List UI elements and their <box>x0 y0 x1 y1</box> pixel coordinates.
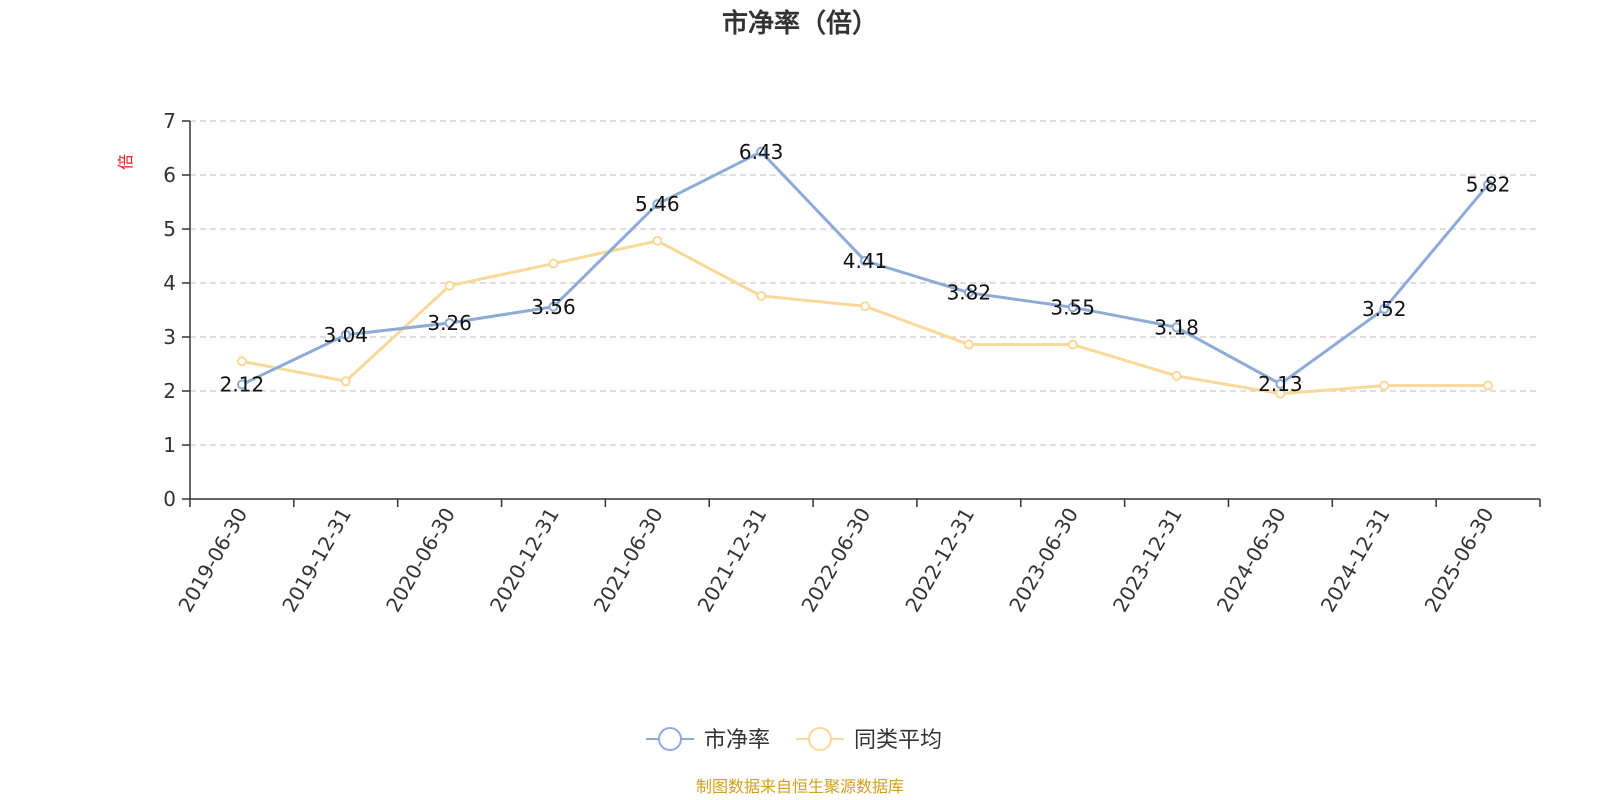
data-label: 5.46 <box>635 192 680 216</box>
data-point <box>756 290 767 301</box>
data-label: 6.43 <box>739 140 784 164</box>
data-point <box>340 376 351 387</box>
y-tick-label: 5 <box>163 217 176 241</box>
legend-marker <box>808 727 832 751</box>
data-point <box>963 287 974 298</box>
x-tick-label: 2021-12-31 <box>693 504 772 617</box>
x-tick-label: 2022-12-31 <box>900 504 979 617</box>
data-label: 3.26 <box>427 311 472 335</box>
data-label: 3.18 <box>1154 315 1199 339</box>
data-label: 2.13 <box>1258 372 1303 396</box>
legend-label: 市净率 <box>704 728 770 753</box>
legend: 市净率 同类平均 <box>646 727 942 753</box>
data-point <box>236 379 247 390</box>
data-label: 3.56 <box>531 295 576 319</box>
legend-label: 同类平均 <box>854 728 942 753</box>
data-point <box>1275 378 1286 389</box>
data-point <box>1379 380 1390 391</box>
legend-item[interactable]: 同类平均 <box>796 727 942 753</box>
legend-marker <box>658 727 682 751</box>
x-tick-label: 2019-06-30 <box>173 504 252 617</box>
y-tick-label: 3 <box>163 325 176 349</box>
data-label: 3.04 <box>324 323 369 347</box>
data-label: 5.82 <box>1466 173 1511 197</box>
x-tick-label: 2021-06-30 <box>589 504 668 617</box>
x-tick-label: 2024-12-31 <box>1316 504 1395 617</box>
x-tick-label: 2020-12-31 <box>485 504 564 617</box>
data-point <box>652 235 663 246</box>
source-note: 制图数据来自恒生聚源数据库 <box>696 777 904 796</box>
x-tick-label: 2024-06-30 <box>1212 504 1291 617</box>
y-tick-label: 7 <box>163 109 176 133</box>
data-labels: 2.12 3.04 3.26 3.56 5.46 6.43 4.41 3.82 3.55 3.18… <box>220 140 1511 397</box>
y-axis-label: 倍 <box>116 154 135 170</box>
data-point <box>548 258 559 269</box>
data-point <box>1483 179 1494 190</box>
data-point <box>1067 339 1078 350</box>
data-point <box>1171 322 1182 333</box>
data-point <box>236 356 247 367</box>
data-point <box>444 280 455 291</box>
series-layer <box>236 146 1494 399</box>
legend-item[interactable]: 市净率 <box>646 727 770 753</box>
data-point <box>1275 388 1286 399</box>
y-tick-label: 1 <box>163 433 176 457</box>
x-tick-label: 2022-06-30 <box>796 504 875 617</box>
data-point <box>548 301 559 312</box>
chart-title: 市净率（倍） <box>722 8 878 39</box>
data-label: 3.55 <box>1050 295 1095 319</box>
data-point <box>652 199 663 210</box>
data-point <box>444 317 455 328</box>
data-label: 2.12 <box>220 373 265 397</box>
data-label: 4.41 <box>843 249 888 273</box>
data-point <box>340 329 351 340</box>
data-point <box>1379 303 1390 314</box>
data-point <box>756 146 767 157</box>
y-tick-label: 0 <box>163 487 176 511</box>
data-label: 3.82 <box>947 281 992 305</box>
data-point <box>1171 370 1182 381</box>
data-point <box>860 255 870 266</box>
data-point <box>963 339 974 350</box>
x-tick-label: 2019-12-31 <box>277 504 356 617</box>
x-tick-label: 2020-06-30 <box>381 503 460 616</box>
y-tick-label: 4 <box>163 271 176 295</box>
x-tick-label: 2023-12-31 <box>1108 504 1187 617</box>
data-label: 3.52 <box>1362 297 1407 321</box>
data-point <box>860 301 870 312</box>
y-tick-label: 6 <box>163 163 176 187</box>
axes: 0 1 2 3 4 5 6 7 2019-06-30 2019-12-31 2020-06-30 20… <box>163 109 1541 617</box>
y-tick-label: 2 <box>163 379 176 403</box>
x-tick-label: 2025-06-30 <box>1420 504 1499 617</box>
x-tick-label: 2023-06-30 <box>1004 504 1083 617</box>
data-point <box>1067 302 1078 313</box>
data-point <box>1483 380 1494 391</box>
grid-lines <box>190 120 1540 446</box>
